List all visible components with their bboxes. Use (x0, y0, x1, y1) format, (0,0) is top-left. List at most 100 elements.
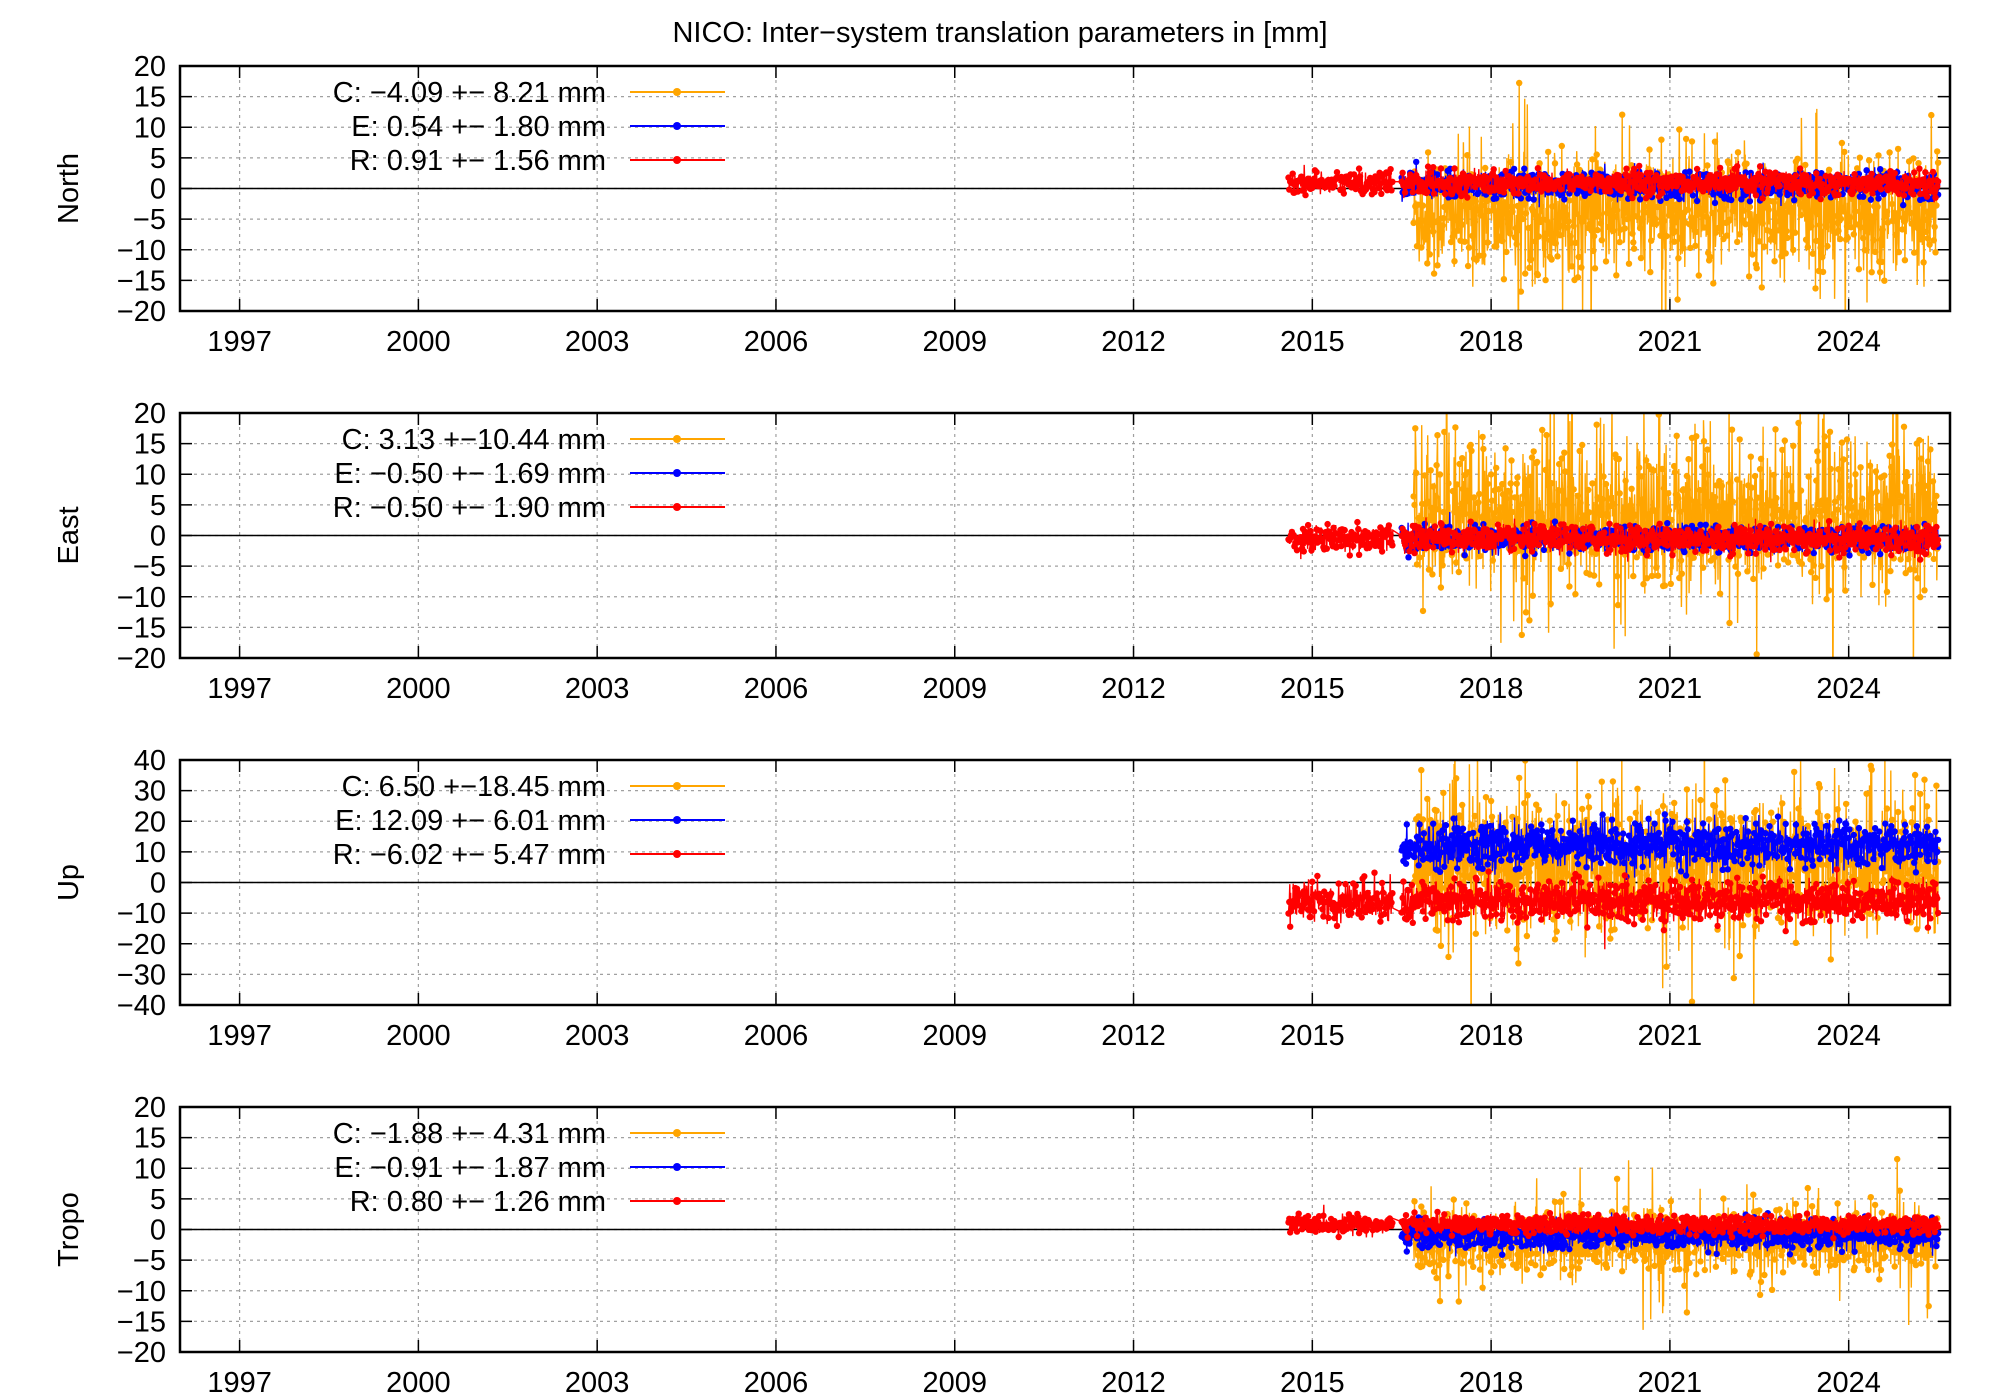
data-point-C (1808, 223, 1815, 230)
data-point-C (1714, 510, 1721, 518)
data-point-C (1736, 952, 1743, 960)
data-point-C (1606, 869, 1613, 876)
data-point-C (1515, 370, 1521, 376)
data-point-R (1535, 541, 1543, 548)
data-point-C (1684, 206, 1692, 213)
data-point-C (1877, 236, 1885, 243)
data-point-E (1551, 518, 1559, 525)
data-point-C (1891, 487, 1898, 494)
data-point-C (1917, 455, 1925, 462)
data-point-C (1773, 218, 1780, 225)
data-point-C (1690, 223, 1697, 230)
data-point-C (1562, 204, 1569, 211)
data-point-C (1781, 437, 1789, 444)
data-point-R (1408, 543, 1416, 550)
data-point-C (1643, 575, 1651, 582)
data-point-C (1542, 466, 1549, 474)
data-point-C (1928, 514, 1936, 522)
data-point-E (1776, 191, 1783, 198)
data-point-C (1570, 486, 1577, 493)
data-point-C (1441, 203, 1448, 211)
data-point-C (1734, 149, 1742, 156)
data-point-C (1527, 256, 1535, 263)
data-point-C (1632, 809, 1640, 817)
data-point-C (1476, 552, 1484, 560)
data-point-C (1642, 457, 1650, 464)
data-point-C (1852, 208, 1859, 215)
data-point-C (1748, 484, 1755, 491)
data-point-E (1521, 165, 1528, 172)
data-point-R (1747, 527, 1755, 534)
data-point-C (1846, 482, 1853, 489)
data-point-C (1932, 865, 1939, 872)
data-point-C (1838, 139, 1846, 147)
data-point-C (1680, 245, 1687, 252)
data-point-R (1871, 524, 1878, 532)
data-point-C (1834, 506, 1841, 513)
data-point-C (1425, 566, 1433, 573)
data-point-C (1917, 226, 1924, 233)
data-point-C (1556, 460, 1563, 468)
data-point-C (1888, 816, 1896, 823)
data-point-C (1661, 582, 1669, 589)
data-point-R (1809, 189, 1817, 197)
data-point-C (1437, 942, 1445, 949)
data-point-C (1526, 264, 1533, 271)
data-point-R (1636, 526, 1643, 533)
data-point-R (1900, 192, 1908, 199)
data-point-C (1821, 433, 1829, 440)
data-point-C (1671, 799, 1678, 807)
data-point-C (1888, 200, 1896, 208)
data-point-C (1477, 212, 1485, 219)
data-point-C (1516, 79, 1523, 87)
data-point-C (1650, 467, 1657, 474)
x-tick-label: 2006 (744, 1020, 809, 1052)
data-point-C (1906, 566, 1914, 573)
y-tick-label: 30 (134, 776, 166, 808)
data-point-C (1696, 210, 1703, 217)
data-point-C (1736, 436, 1743, 443)
data-point-C (1752, 505, 1760, 513)
data-point-C (1711, 138, 1719, 145)
data-point-C (1487, 519, 1494, 526)
data-point-C (1858, 213, 1865, 220)
data-point-R (1756, 163, 1764, 170)
data-point-C (1433, 807, 1440, 814)
data-point-E (1522, 552, 1529, 560)
data-point-C (1452, 424, 1459, 431)
data-point-C (1519, 500, 1526, 508)
data-point-C (1595, 504, 1602, 511)
data-point-R (1528, 548, 1536, 555)
y-tick-label: −15 (117, 265, 166, 297)
x-tick-label: 2009 (922, 326, 987, 358)
data-point-E (1413, 158, 1420, 166)
data-point-R (1895, 547, 1903, 555)
data-point-C (1819, 497, 1826, 504)
x-tick-label: 2018 (1459, 326, 1524, 358)
data-point-R (1563, 525, 1571, 533)
data-point-R (1304, 521, 1312, 529)
data-point-R (1566, 171, 1573, 178)
data-point-R (1424, 543, 1432, 550)
data-point-C (1630, 245, 1638, 252)
data-point-C (1521, 491, 1528, 499)
data-point-C (1490, 206, 1497, 213)
data-point-C (1606, 196, 1613, 203)
data-point-C (1573, 210, 1580, 217)
data-point-C (1784, 471, 1791, 479)
data-point-C (1522, 609, 1530, 616)
data-point-C (1465, 489, 1473, 496)
data-point-R (1381, 178, 1388, 185)
data-point-C (1782, 250, 1789, 257)
data-point-C (1665, 490, 1672, 497)
data-point-R (1625, 173, 1633, 180)
data-point-C (1621, 225, 1629, 232)
data-point-C (1887, 567, 1894, 575)
data-point-C (1669, 861, 1676, 868)
data-point-C (1418, 766, 1425, 774)
data-point-C (1579, 441, 1586, 449)
data-point-C (1660, 485, 1668, 492)
data-point-C (1637, 254, 1645, 262)
data-point-C (1492, 515, 1499, 523)
data-point-R (1468, 534, 1475, 541)
